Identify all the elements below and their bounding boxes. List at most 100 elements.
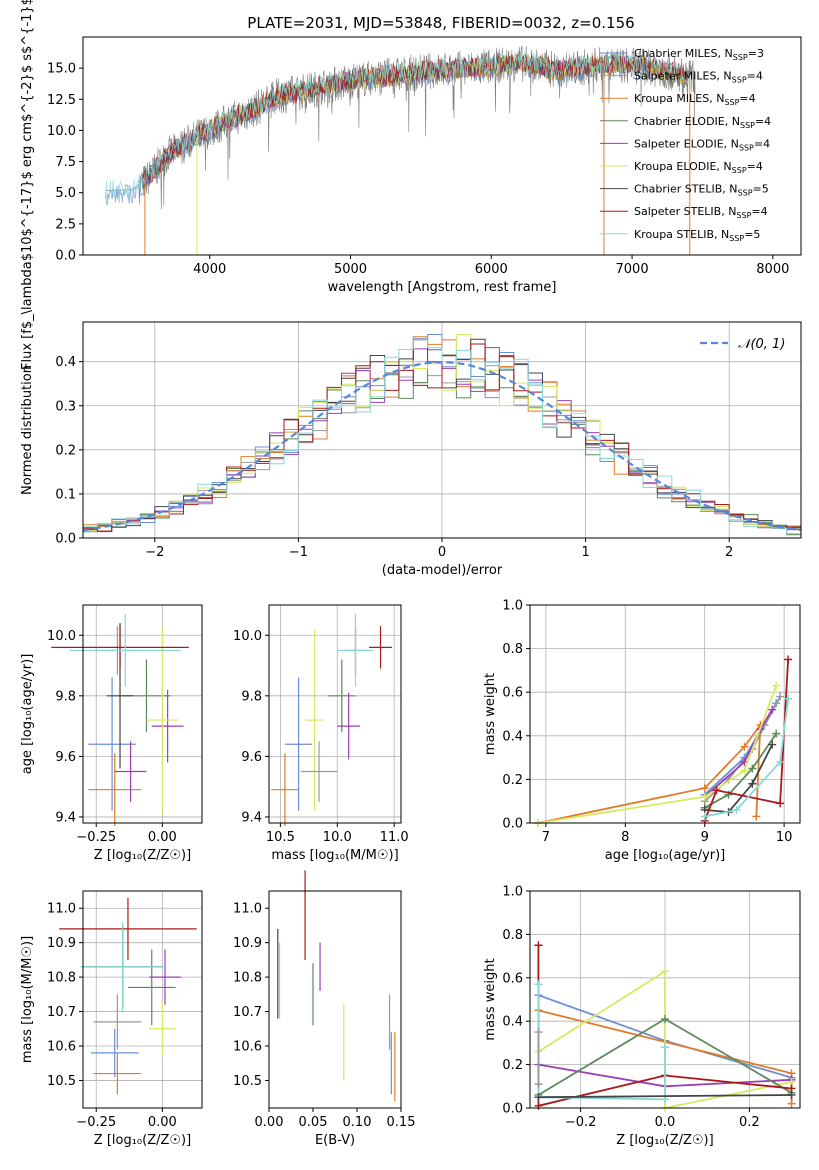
x-axis-label: age [log₁₀(age/yr)] [605, 848, 726, 863]
x-tick-label: 0.00 [148, 830, 177, 845]
x-tick-label: 6000 [475, 262, 508, 277]
x-tick-label: 0.05 [299, 1115, 328, 1130]
y-tick-label: 0.0 [502, 1102, 523, 1117]
y-tick-label: 9.6 [55, 750, 76, 765]
weight-line-chabrier-stelib [538, 1094, 792, 1099]
weight-line-kroupa-elodie-marker [661, 967, 669, 976]
weight-line-chabrier-stelib-marker [768, 740, 777, 749]
y-tick-label: 9.4 [55, 810, 76, 825]
weight-line-chabrier-elodie-marker [748, 764, 757, 773]
axes-frame [529, 604, 801, 824]
weight-line-kroupa-elodie [537, 685, 778, 824]
y-tick-label: 10.9 [47, 936, 76, 951]
legend-entry-subscript: SSP [733, 53, 748, 62]
legend-entry-label: Kroupa STELIB, NSSP=5 [634, 228, 760, 243]
mass-vs-metallicity-panel: −0.25 0.00 10.5 10.6 10.7 10.8 10.9 11.0 Z [log₁… [20, 890, 203, 1148]
mass-weight-vs-metallicity-panel: −0.2 0.0 0.2 0.0 0.2 0.4 0.6 0.8 1.0 Z [log₁₀(Z/Z… [483, 885, 801, 1148]
weight-line-kroupa-stelib-marker [732, 805, 741, 814]
y-tick-label: 5.0 [55, 186, 76, 201]
weight-line-salpeter-stelib-marker [534, 941, 543, 950]
y-axis-label: mass weight [483, 958, 498, 1040]
x-tick-label: 10 [776, 830, 793, 845]
legend-entry-count: =3 [748, 47, 764, 60]
legend-entry-label: Chabrier ELODIE, NSSP=4 [634, 115, 771, 130]
x-axis-label: Z [log₁₀(Z/Z☉)] [94, 1133, 191, 1148]
weight-line-chabrier-stelib-marker [534, 1093, 543, 1102]
residual-hist-kroupa-stelib [83, 338, 801, 535]
weight-line-chabrier-stelib-marker [787, 1090, 796, 1099]
x-axis-label: wavelength [Angstrom, rest frame] [328, 280, 557, 295]
x-tick-label: 0.0 [655, 1115, 676, 1130]
axes-frame [268, 604, 402, 824]
y-axis-label: mass weight [483, 673, 498, 755]
weight-line-salpeter-miles-marker [776, 692, 785, 701]
legend-entry-count: =4 [754, 137, 770, 150]
legend-entry-subscript: SSP [732, 166, 747, 175]
y-tick-label: 10.6 [233, 1040, 262, 1055]
legend-entry-count: =5 [744, 228, 760, 241]
x-tick-label: 0.2 [739, 1115, 760, 1130]
legend-entry-count: =4 [747, 70, 763, 83]
x-tick-label: 7 [542, 830, 550, 845]
legend-entry-label: Chabrier MILES, NSSP=3 [634, 47, 764, 62]
weight-line-salpeter-elodie-marker [768, 705, 777, 714]
weight-line-kroupa-stelib-marker [534, 980, 543, 989]
y-tick-label: 0.8 [502, 928, 523, 943]
x-axis-label: mass [log₁₀(M/M☉)] [271, 848, 398, 863]
age-vs-mass-panel: 10.5 10.0 11.0 9.4 9.6 9.8 10.0 mass [log₁₀(M/M… [233, 604, 409, 863]
legend-entry-subscript: SSP [729, 234, 744, 243]
y-tick-label: 9.4 [241, 810, 262, 825]
legend-entry-count: =4 [751, 205, 767, 218]
y-tick-label: 0.0 [502, 817, 523, 832]
y-tick-label: 10.7 [47, 1005, 76, 1020]
x-tick-label: 9 [701, 830, 709, 845]
weight-line-salpeter-miles-marker [534, 1028, 543, 1037]
x-tick-label: −0.2 [565, 1115, 597, 1130]
y-tick-label: 10.0 [47, 629, 76, 644]
y-axis-label: age [log₁₀(age/yr)] [20, 654, 35, 775]
x-tick-label: −0.25 [76, 830, 116, 845]
x-tick-label: 2 [725, 545, 733, 560]
y-tick-label: 15.0 [47, 62, 76, 77]
axes-frame [529, 890, 801, 1109]
y-tick-label: 11.0 [233, 902, 262, 917]
y-tick-label: 10.0 [47, 124, 76, 139]
weight-line-kroupa-stelib [704, 698, 789, 818]
y-tick-label: 0.1 [55, 487, 76, 502]
y-tick-label: 10.9 [233, 936, 262, 951]
weight-line-salpeter-stelib-marker [776, 799, 785, 808]
weight-line-salpeter-stelib-marker [712, 786, 721, 795]
y-tick-label: 0.0 [55, 532, 76, 547]
weight-line-kroupa-miles-marker [700, 784, 709, 793]
legend-entry-subscript: SSP [724, 98, 739, 107]
y-tick-label: 0.6 [502, 971, 523, 986]
legend-entry-label: Salpeter ELODIE, NSSP=4 [634, 137, 770, 152]
x-axis-label: Z [log₁₀(Z/Z☉)] [616, 1133, 713, 1148]
y-tick-label: 0.4 [502, 1015, 523, 1030]
weight-line-kroupa-stelib-marker [776, 757, 785, 766]
x-axis-label: E(B-V) [315, 1133, 355, 1148]
weight-line-chabrier-elodie [704, 733, 777, 809]
x-tick-label: 7000 [616, 262, 649, 277]
weight-line-kroupa-stelib-marker [784, 694, 793, 703]
y-tick-label: 0.6 [502, 686, 523, 701]
x-tick-label: 5000 [334, 262, 367, 277]
y-tick-label: 10.6 [47, 1040, 76, 1055]
x-tick-label: 0 [438, 545, 446, 560]
y-tick-label: 12.5 [47, 93, 76, 108]
axes-frame [82, 604, 203, 824]
axes-frame [82, 890, 203, 1109]
axes-frame [268, 890, 402, 1109]
residual-histogram-panel: −2 −1 0 1 2 0.0 0.1 0.2 0.3 0.4 (data-model)/error… [20, 321, 802, 578]
y-tick-label: 10.5 [47, 1074, 76, 1089]
x-tick-label: −0.25 [76, 1115, 116, 1130]
x-tick-label: 1 [581, 545, 589, 560]
legend-entry-subscript: SSP [732, 76, 747, 85]
figure-title: PLATE=2031, MJD=53848, FIBERID=0032, z=0… [247, 14, 634, 32]
legend-entry-subscript: SSP [736, 211, 751, 220]
legend-entry-label: Chabrier STELIB, NSSP=5 [634, 183, 769, 198]
legend-entry-label: Kroupa ELODIE, NSSP=4 [634, 160, 763, 175]
x-tick-label: 0.00 [148, 1115, 177, 1130]
legend-entry-label: Salpeter STELIB, NSSP=4 [634, 205, 768, 220]
